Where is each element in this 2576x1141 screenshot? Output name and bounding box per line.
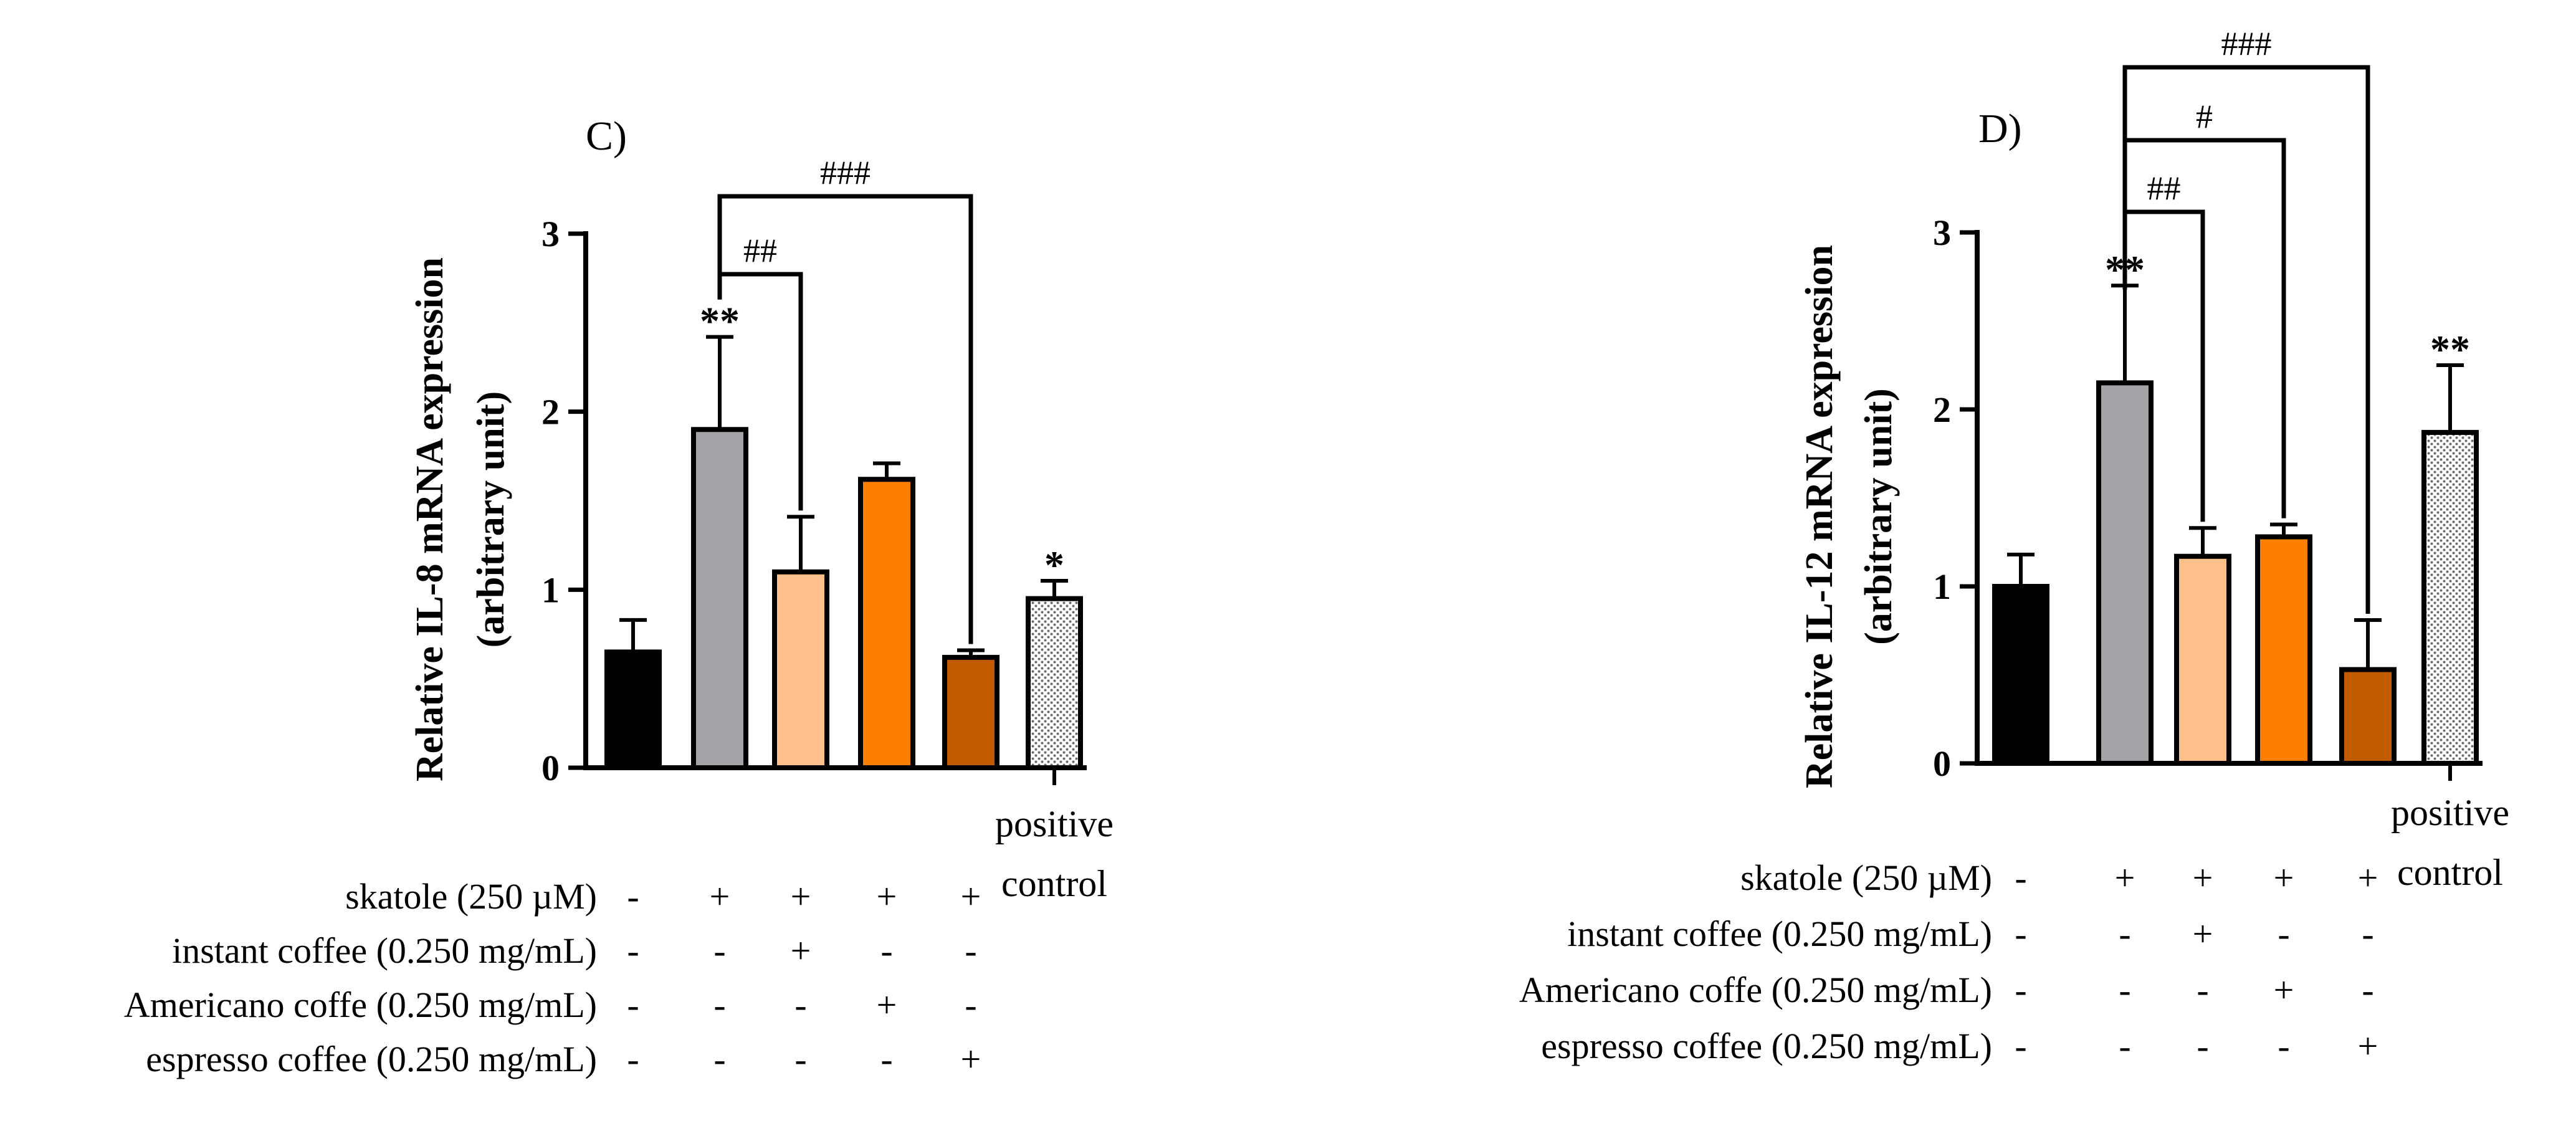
comparison-bracket xyxy=(2122,65,2370,614)
condition-row-label: espresso coffee (0.250 mg/mL) xyxy=(1541,1026,1992,1066)
panel-label: D) xyxy=(1978,106,2022,151)
bar-instant xyxy=(772,569,829,770)
y-tick-label: 0 xyxy=(541,748,560,788)
condition-sign: - xyxy=(2015,1026,2026,1066)
y-axis-subtitle: (arbitrary unit) xyxy=(470,391,512,648)
condition-row-label: skatole (250 µM) xyxy=(1740,857,1992,898)
condition-sign: - xyxy=(713,1039,725,1079)
panel-d: D) Relative IL-12 mRNA expression (arbitra… xyxy=(1519,25,2509,1066)
bar-espresso xyxy=(942,654,999,771)
bar-positive-control xyxy=(1026,596,1083,770)
bar-skatole xyxy=(691,427,748,770)
bracket-label: # xyxy=(2196,98,2213,135)
condition-sign: + xyxy=(877,985,897,1025)
condition-sign: + xyxy=(2193,914,2213,954)
condition-sign: - xyxy=(2362,914,2373,954)
condition-sign: - xyxy=(627,985,639,1025)
condition-sign: - xyxy=(2119,914,2130,954)
condition-row-label: skatole (250 µM) xyxy=(345,876,597,917)
condition-sign: - xyxy=(2015,914,2026,954)
condition-sign: - xyxy=(627,930,639,971)
bracket-label: ## xyxy=(2147,169,2181,207)
condition-sign: - xyxy=(2278,1026,2289,1066)
y-tick-label: 3 xyxy=(541,214,560,254)
bar-espresso xyxy=(2339,667,2397,766)
condition-sign: + xyxy=(2274,970,2294,1010)
y-tick-label: 0 xyxy=(1933,743,1951,784)
panel-label: C) xyxy=(586,113,627,159)
bracket-label: ### xyxy=(820,154,871,191)
bar-skatole xyxy=(2096,380,2154,766)
condition-sign: + xyxy=(2358,1026,2378,1066)
significance-mark: ** xyxy=(700,299,740,343)
condition-row-label: Americano coffe (0.250 mg/mL) xyxy=(124,985,597,1025)
condition-sign: - xyxy=(627,876,639,917)
bracket-label: ## xyxy=(743,232,777,269)
y-axis-title: Relative IL-12 mRNA expression xyxy=(1798,245,1841,788)
condition-sign: - xyxy=(2278,914,2289,954)
condition-sign: - xyxy=(627,1039,639,1079)
positive-control-label: positive xyxy=(2391,792,2509,833)
condition-sign: - xyxy=(880,1039,892,1079)
bar-control xyxy=(1992,584,2049,766)
comparison-bracket xyxy=(717,194,973,644)
condition-sign: + xyxy=(2274,857,2294,898)
condition-sign: + xyxy=(2193,857,2213,898)
y-tick-label: 3 xyxy=(1933,212,1951,253)
y-tick-label: 2 xyxy=(1933,389,1951,430)
y-tick-label: 1 xyxy=(1933,566,1951,607)
y-tick-label: 2 xyxy=(541,392,560,432)
condition-row-label: Americano coffe (0.250 mg/mL) xyxy=(1519,970,1992,1010)
condition-sign: + xyxy=(961,876,981,917)
condition-sign: - xyxy=(2197,970,2208,1010)
bar-americano xyxy=(2255,534,2312,766)
significance-mark: ** xyxy=(2430,327,2470,371)
condition-sign: + xyxy=(791,876,811,917)
condition-sign: - xyxy=(965,985,976,1025)
condition-row-label: instant coffee (0.250 mg/mL) xyxy=(1567,914,1992,954)
bar-positive-control xyxy=(2421,429,2479,766)
bar-americano xyxy=(858,477,915,770)
condition-sign: + xyxy=(791,930,811,971)
condition-sign: - xyxy=(2015,857,2026,898)
condition-sign: - xyxy=(2119,970,2130,1010)
y-axis-subtitle: (arbitrary unit) xyxy=(1858,388,1900,645)
y-tick-label: 1 xyxy=(541,570,560,610)
condition-sign: + xyxy=(2358,857,2378,898)
comparison-bracket xyxy=(2122,138,2286,518)
condition-sign: + xyxy=(877,876,897,917)
positive-control-label: positive xyxy=(995,803,1114,844)
condition-sign: - xyxy=(2015,970,2026,1010)
condition-sign: - xyxy=(794,1039,806,1079)
condition-sign: - xyxy=(2197,1026,2208,1066)
condition-sign: + xyxy=(710,876,730,917)
positive-control-label: control xyxy=(1001,863,1107,904)
condition-sign: - xyxy=(965,930,976,971)
significance-mark: * xyxy=(1044,543,1064,587)
bar-instant xyxy=(2174,553,2231,766)
panel-c: C) Relative IL-8 mRNA expression (arbitrar… xyxy=(124,113,1114,1079)
y-axis-title: Relative IL-8 mRNA expression xyxy=(409,257,451,781)
condition-sign: - xyxy=(794,985,806,1025)
bar-control xyxy=(604,649,662,770)
condition-sign: - xyxy=(713,985,725,1025)
condition-sign: + xyxy=(2115,857,2135,898)
positive-control-label: control xyxy=(2397,852,2503,893)
condition-sign: - xyxy=(880,930,892,971)
comparison-bracket xyxy=(2122,209,2205,522)
condition-sign: - xyxy=(2119,1026,2130,1066)
condition-sign: + xyxy=(961,1039,981,1079)
condition-sign: - xyxy=(2362,970,2373,1010)
condition-row-label: espresso coffee (0.250 mg/mL) xyxy=(146,1039,597,1079)
bracket-label: ### xyxy=(2221,25,2272,62)
condition-row-label: instant coffee (0.250 mg/mL) xyxy=(172,930,597,971)
condition-sign: - xyxy=(713,930,725,971)
